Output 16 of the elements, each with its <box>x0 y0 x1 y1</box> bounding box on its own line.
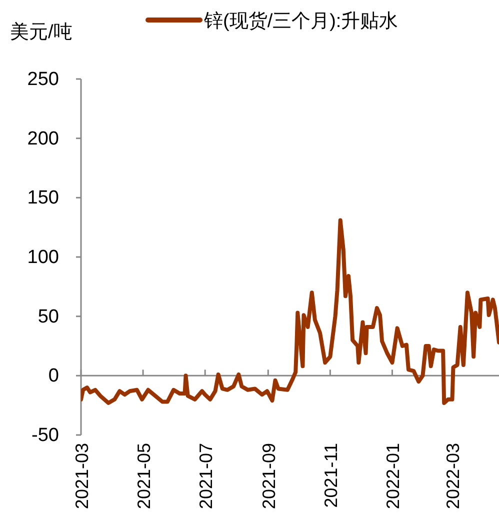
x-tick-label: 2022-03 <box>443 443 464 510</box>
x-tick-label: 2021-03 <box>72 443 92 510</box>
x-tick-label: 2021-07 <box>196 443 216 510</box>
y-tick-label: 100 <box>27 247 59 268</box>
x-tick-label: 2021-09 <box>259 443 280 510</box>
x-tick-label: 2022-01 <box>383 443 404 510</box>
x-tick-label: 2021-05 <box>134 443 154 510</box>
y-tick-label: 150 <box>27 188 59 209</box>
legend-label: 锌(现货/三个月):升贴水 <box>203 11 398 32</box>
y-tick-label: 50 <box>38 306 59 328</box>
y-tick-label: -50 <box>32 425 59 446</box>
y-tick-label: 250 <box>27 69 59 90</box>
x-tick-label: 2021-11 <box>321 443 342 508</box>
y-tick-label: 0 <box>48 366 59 387</box>
y-tick-label: 200 <box>27 128 59 150</box>
y-axis-title: 美元/吨 <box>10 21 72 43</box>
